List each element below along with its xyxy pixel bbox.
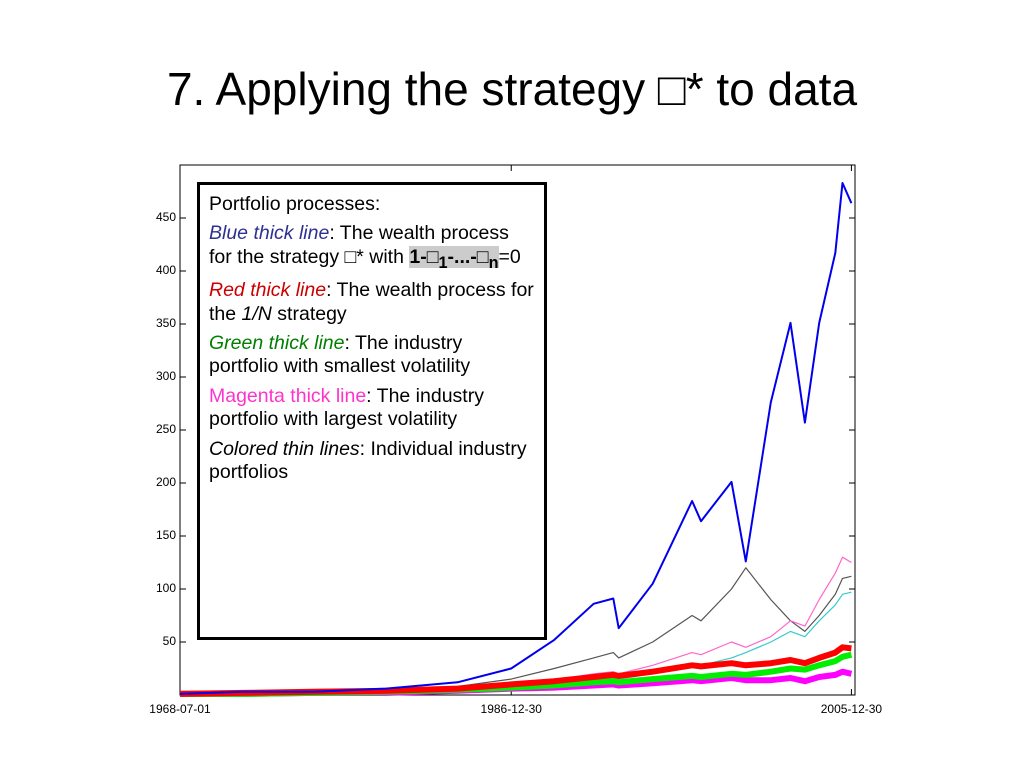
y-tick-label: 150 [156,528,176,542]
formula: 1-□1-...-□n [409,245,499,272]
series-line [179,182,853,695]
y-tick-label: 400 [156,263,176,277]
y-tick-label: 350 [156,316,176,330]
item-text: : Individual industry portfolios [209,437,527,483]
y-tick-label: 100 [156,581,176,595]
formula-part: -...-□ [447,245,489,268]
y-tick-label: 50 [163,634,177,648]
item-label: Magenta thick line [209,384,367,407]
formula-sub: 1 [438,253,448,272]
y-tick-label: 450 [156,210,176,224]
item-text: : The wealth process for the strategy □*… [209,222,509,268]
x-tick-label: 2005-12-30 [821,702,883,716]
item-label: Colored thin lines [209,437,360,460]
box-item: Colored thin lines: Individual industry … [209,438,535,485]
series-line [180,651,853,697]
formula-sub: n [488,253,499,272]
box-item: Magenta thick line: The industry portfol… [209,385,535,432]
y-tick-label: 300 [156,369,176,383]
item-text: : The industry portfolio with smallest v… [209,331,471,378]
item-text: : The wealth process for the [209,279,534,325]
item-text: =0 [498,245,521,268]
text-box: Portfolio processes: Blue thick line: Th… [197,182,547,640]
x-tick-label: 1968-07-01 [149,702,211,716]
formula-part: 1-□ [409,245,439,268]
y-tick-label: 200 [156,475,176,489]
slide-title: 7. Applying the strategy □* to data [166,63,858,115]
box-heading: Portfolio processes: [209,193,381,215]
item-text: strategy [271,302,347,325]
item-text: : The industry portfolio with largest vo… [209,384,484,431]
item-text: 1/N [241,302,272,325]
box-item: Blue thick line: The wealth process for … [209,222,535,273]
item-label: Blue thick line [209,222,330,245]
series-line [179,644,852,697]
box-item: Red thick line: The wealth process for t… [209,279,535,326]
x-tick-label: 1986-12-30 [481,702,543,716]
box-item: Green thick line: The industry portfolio… [209,332,535,379]
y-tick-label: 250 [156,422,176,436]
item-label: Red thick line [209,279,327,302]
item-label: Green thick line [209,331,345,354]
